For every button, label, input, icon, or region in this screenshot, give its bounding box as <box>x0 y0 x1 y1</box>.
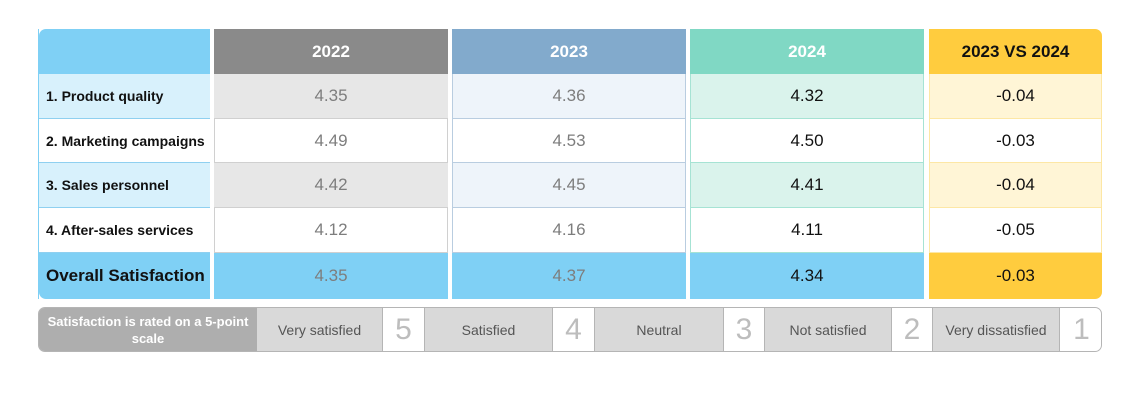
label-column: 1. Product quality 2. Marketing campaign… <box>38 29 210 299</box>
value-cell: 4.42 <box>214 163 448 208</box>
row-label: 4. After-sales services <box>39 208 210 253</box>
header-2023-vs-2024: 2023 VS 2024 <box>929 29 1102 74</box>
value-cell: 4.45 <box>452 163 686 208</box>
row-label: 3. Sales personnel <box>39 163 210 208</box>
diff-cell: -0.04 <box>929 74 1102 119</box>
scale-level-label: Neutral <box>595 308 723 351</box>
value-cell: 4.53 <box>452 119 686 163</box>
scale-title: Satisfaction is rated on a 5-point scale <box>39 308 257 351</box>
value-cell-overall: 4.37 <box>452 253 686 299</box>
column-2023: 2023 4.36 4.53 4.45 4.16 4.37 <box>452 29 686 299</box>
column-2022: 2022 4.35 4.49 4.42 4.12 4.35 <box>214 29 448 299</box>
diff-cell: -0.04 <box>929 163 1102 208</box>
value-cell: 4.36 <box>452 74 686 119</box>
column-2024: 2024 4.32 4.50 4.41 4.11 4.34 <box>690 29 924 299</box>
row-label: 1. Product quality <box>39 74 210 119</box>
diff-cell: -0.05 <box>929 208 1102 253</box>
value-cell: 4.16 <box>452 208 686 253</box>
value-cell: 4.49 <box>214 119 448 163</box>
scale-level-label: Not satisfied <box>765 308 891 351</box>
scale-level-label: Very dissatisfied <box>933 308 1059 351</box>
scale-level-score: 2 <box>891 308 933 351</box>
column-2023-vs-2024: 2023 VS 2024 -0.04 -0.03 -0.04 -0.05 -0.… <box>929 29 1102 299</box>
value-cell: 4.32 <box>690 74 924 119</box>
value-cell-overall: 4.35 <box>214 253 448 299</box>
scale-level-score: 1 <box>1059 308 1101 351</box>
scale-level-score: 5 <box>382 308 425 351</box>
diff-cell-overall: -0.03 <box>929 253 1102 299</box>
value-cell: 4.35 <box>214 74 448 119</box>
header-2024: 2024 <box>690 29 924 74</box>
value-cell: 4.12 <box>214 208 448 253</box>
scale-level-score: 3 <box>723 308 765 351</box>
scale-level-label: Very satisfied <box>257 308 382 351</box>
value-cell: 4.50 <box>690 119 924 163</box>
header-blank <box>39 29 210 74</box>
row-label-overall: Overall Satisfaction <box>39 253 210 299</box>
row-label: 2. Marketing campaigns <box>39 119 210 163</box>
header-2023: 2023 <box>452 29 686 74</box>
scale-level-score: 4 <box>552 308 595 351</box>
scale-level-label: Satisfied <box>425 308 552 351</box>
satisfaction-table: 1. Product quality 2. Marketing campaign… <box>38 29 1102 299</box>
rating-scale-legend: Satisfaction is rated on a 5-point scale… <box>38 307 1102 352</box>
diff-cell: -0.03 <box>929 119 1102 163</box>
value-cell: 4.11 <box>690 208 924 253</box>
value-cell-overall: 4.34 <box>690 253 924 299</box>
value-cell: 4.41 <box>690 163 924 208</box>
header-2022: 2022 <box>214 29 448 74</box>
